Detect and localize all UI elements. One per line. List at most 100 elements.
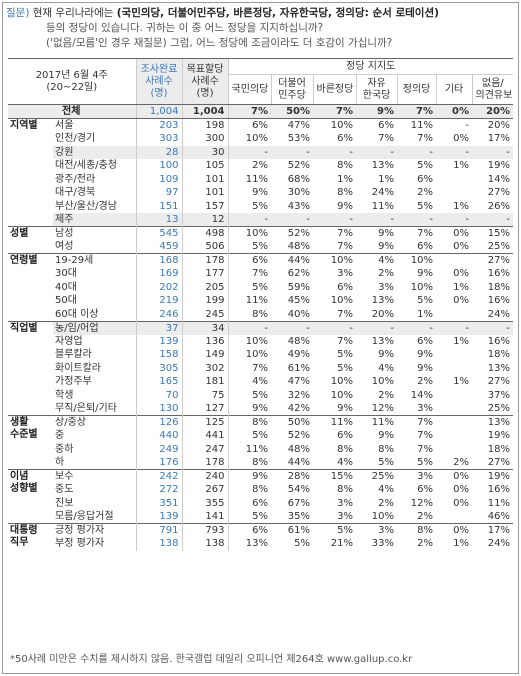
row-value	[436, 389, 472, 403]
row-value: 10%	[227, 226, 272, 240]
row-value: 3%	[417, 403, 434, 414]
row-value: 1%	[453, 335, 470, 347]
table-row: 대통령 직무 긍정 평가자 791 793 6% 61% 5% 3% 8% 0% 17%	[8, 523, 514, 551]
row-n-target: 240	[181, 469, 229, 483]
header-date-range: (20~22일)	[46, 81, 98, 93]
row-group-label: 전체	[8, 104, 137, 119]
table-row: 광주/전라 109 101 11% 68% 1% 1% 6% 14%	[8, 172, 513, 187]
row-value: 13%	[227, 537, 272, 551]
row-value: 27%	[487, 187, 511, 199]
row-value: 11%	[313, 415, 357, 429]
row-n-done: 126	[135, 415, 183, 429]
row-n-target: 75	[181, 388, 229, 402]
table-row: 생활 수준별 상/중상 126 125 8% 50% 11% 11% 7% 13%	[8, 415, 514, 470]
row-value: 9%	[417, 268, 434, 280]
row-value: 5%	[227, 280, 272, 294]
row-value: -	[227, 145, 272, 159]
row-value: 68%	[287, 173, 311, 185]
row-value: 24%	[371, 187, 395, 199]
row-value: 10%	[227, 132, 272, 146]
row-n-done: 246	[135, 307, 183, 321]
row-label: 19-29세	[53, 253, 137, 267]
row-value: 8%	[227, 483, 272, 497]
row-value: 52%	[287, 160, 311, 172]
row-value: 14%	[410, 389, 434, 401]
row-value: 2%	[453, 457, 470, 468]
row-value: 9%	[356, 226, 398, 240]
row-n-target: 178	[181, 456, 229, 470]
row-n-done: 109	[135, 172, 183, 186]
row-n-target: 267	[181, 483, 229, 497]
row-value: 24%	[487, 538, 511, 550]
header-n-target: 목표할당 사례수 (명)	[181, 58, 229, 105]
table-row: 40대 202 205 5% 59% 6% 3% 10% 1% 18%	[8, 280, 513, 294]
row-value: 7%	[313, 104, 357, 119]
row-value: 13%	[487, 362, 511, 374]
row-value	[436, 308, 472, 322]
row-value: 7%	[337, 335, 354, 347]
row-label: 화이트칼라	[55, 362, 101, 374]
table-row: 중 440 441 5% 52% 6% 9% 7% 19%	[8, 429, 513, 443]
table-row: 모름/응답거절 139 141 5% 35% 3% 10% 2% 46%	[8, 510, 513, 524]
table-row: 전체 1,004 1,004 7% 50% 7% 9% 7% 0% 20%	[8, 104, 514, 119]
row-label: 강원	[53, 145, 137, 159]
row-n-target: 141	[181, 510, 229, 524]
row-value: 5%	[313, 523, 357, 537]
row-n-done: 138	[135, 537, 183, 551]
row-value: 20%	[472, 104, 514, 119]
row-value: 9%	[378, 349, 395, 361]
row-value: 7%	[227, 267, 272, 281]
row-value: 7%	[378, 133, 395, 145]
row-value: 18%	[487, 443, 511, 455]
row-value: -	[436, 118, 473, 132]
row-value: 10%	[330, 295, 354, 307]
row-value: 10%	[227, 334, 272, 348]
table-row: 무직/은퇴/기타 130 127 9% 42% 9% 12% 3% 25%	[8, 402, 513, 416]
row-n-done: 242	[135, 469, 183, 483]
table-row: 중하 249 247 11% 48% 8% 8% 7% 18%	[8, 442, 513, 456]
row-value: 25%	[356, 469, 398, 483]
row-label: 60대 이상	[55, 308, 99, 320]
row-value: 47%	[287, 376, 311, 388]
row-n-target: 30	[181, 145, 229, 159]
row-value: -	[313, 145, 357, 159]
header-date-cell: 2017년 6월 4주 (20~22일)	[8, 58, 137, 105]
header-date: 2017년 6월 4주	[35, 69, 108, 81]
row-n-done: 37	[135, 320, 183, 335]
row-value: 2%	[227, 159, 272, 173]
row-value: 67%	[287, 497, 311, 509]
row-n-done: 28	[135, 145, 183, 159]
row-value: 12%	[371, 403, 395, 414]
row-value: 59%	[287, 281, 311, 293]
header-party-0: 국민의당	[227, 74, 272, 105]
row-n-target: 247	[181, 442, 229, 456]
row-value: 44%	[271, 253, 314, 267]
row-n-target: 177	[181, 267, 229, 281]
row-value: 10%	[227, 348, 272, 362]
row-n-done: 139	[135, 334, 183, 348]
row-value: 1%	[337, 173, 354, 185]
row-n-target: 101	[181, 172, 229, 186]
row-value: 6%	[337, 430, 354, 442]
row-n-target: 441	[181, 429, 229, 443]
row-value: -	[397, 320, 437, 335]
row-value: 7%	[397, 226, 437, 240]
question-block: 질문) 현재 우리나라에는 (국민의당, 더불어민주당, 바른정당, 자유한국당…	[6, 6, 516, 51]
row-value: -	[397, 145, 437, 159]
row-n-target: 138	[181, 537, 229, 551]
row-value: 52%	[287, 430, 311, 442]
row-value: 19%	[487, 160, 511, 172]
row-value: 27%	[487, 457, 511, 468]
table-row: 30대 169 177 7% 62% 3% 2% 9% 0% 16%	[8, 267, 513, 281]
row-n-done: 219	[135, 294, 183, 308]
row-value: 10%	[313, 253, 357, 267]
row-n-target: 34	[181, 320, 229, 335]
row-value: 18%	[487, 281, 511, 293]
row-value: 10%	[313, 118, 357, 132]
row-value: 9%	[417, 349, 434, 361]
row-value: 6%	[227, 523, 272, 537]
row-value: 9%	[227, 402, 272, 416]
row-value: 32%	[287, 389, 311, 401]
row-value: 5%	[227, 510, 272, 524]
row-value	[436, 173, 472, 187]
